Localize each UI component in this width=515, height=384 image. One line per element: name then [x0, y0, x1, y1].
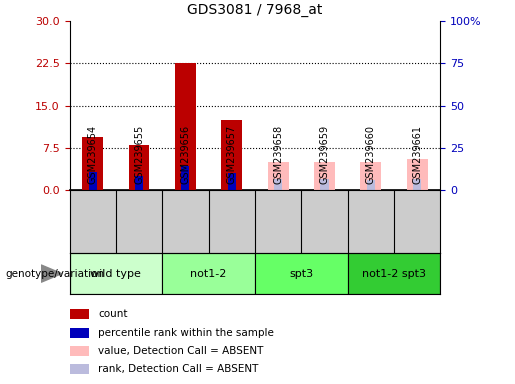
Text: not1-2 spt3: not1-2 spt3: [362, 268, 426, 279]
Text: genotype/variation: genotype/variation: [5, 268, 104, 279]
Bar: [70, 346, 89, 356]
Bar: [135, 176, 143, 190]
Bar: [407, 159, 427, 190]
Bar: [413, 179, 421, 190]
Bar: [181, 166, 190, 190]
Bar: [70, 253, 162, 294]
Bar: [228, 173, 236, 190]
Bar: [162, 253, 255, 294]
Text: value, Detection Call = ABSENT: value, Detection Call = ABSENT: [98, 346, 263, 356]
Bar: [82, 137, 103, 190]
Bar: [314, 162, 335, 190]
Title: GDS3081 / 7968_at: GDS3081 / 7968_at: [187, 3, 322, 17]
Bar: [70, 364, 89, 374]
Bar: [129, 145, 149, 190]
Bar: [274, 179, 282, 190]
Text: percentile rank within the sample: percentile rank within the sample: [98, 328, 274, 338]
Bar: [367, 180, 375, 190]
Bar: [221, 120, 242, 190]
Bar: [348, 253, 440, 294]
Bar: [89, 172, 97, 190]
Text: not1-2: not1-2: [191, 268, 227, 279]
Bar: [70, 328, 89, 338]
Bar: [268, 162, 288, 190]
Text: wild type: wild type: [91, 268, 141, 279]
Bar: [70, 310, 89, 319]
Bar: [255, 253, 348, 294]
Bar: [360, 162, 381, 190]
Text: rank, Detection Call = ABSENT: rank, Detection Call = ABSENT: [98, 364, 259, 374]
Bar: [175, 63, 196, 190]
Bar: [320, 179, 329, 190]
Polygon shape: [41, 265, 62, 282]
Text: count: count: [98, 309, 128, 319]
Text: spt3: spt3: [289, 268, 313, 279]
